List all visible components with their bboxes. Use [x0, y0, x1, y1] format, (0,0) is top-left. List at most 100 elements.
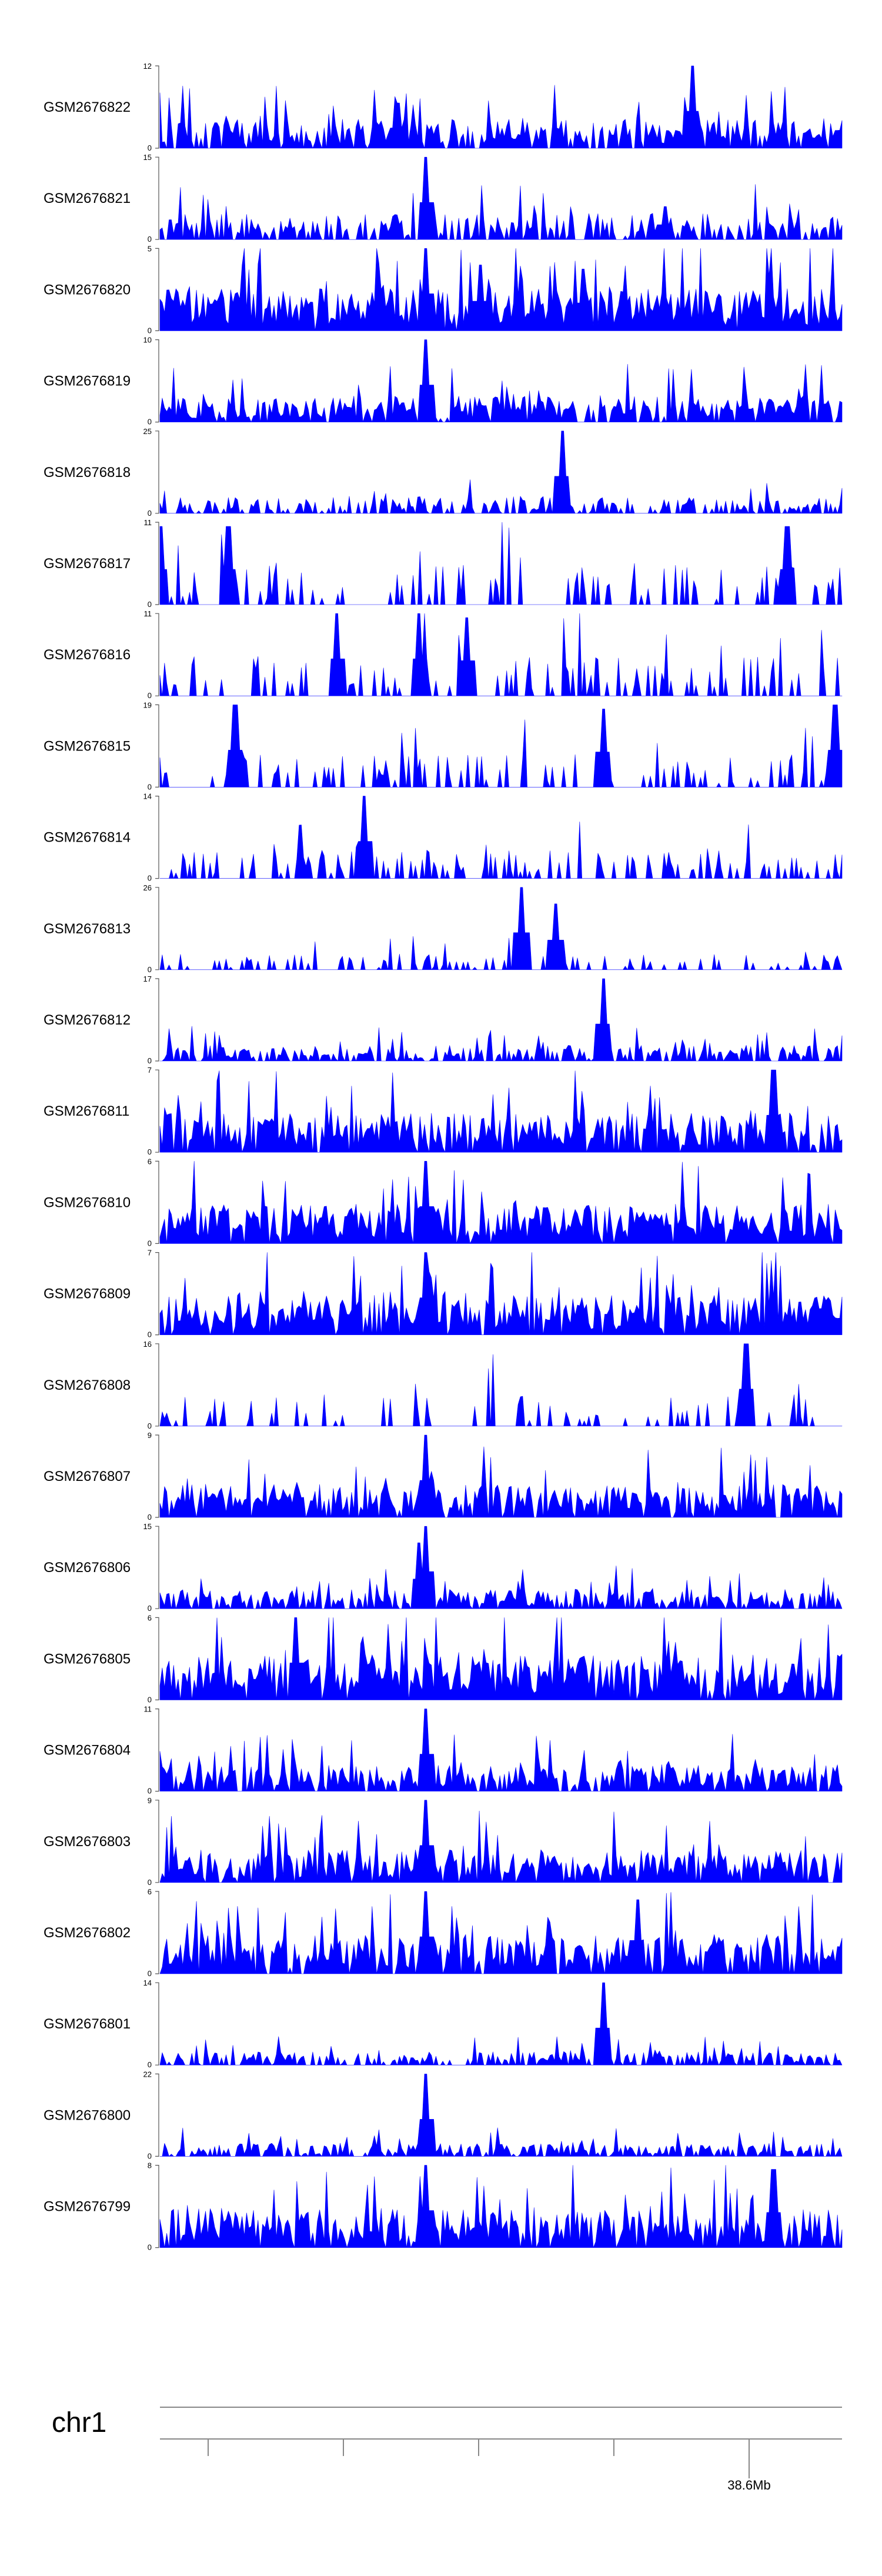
signal-area: [159, 796, 843, 879]
y-axis: [155, 1800, 159, 1883]
signal-area: [159, 522, 843, 605]
track: GSM2676817 11 0: [44, 518, 843, 609]
y-min-label: 0: [148, 1787, 152, 1796]
signal-area: [159, 156, 843, 240]
y-axis: [155, 1526, 159, 1609]
track: GSM2676805 6 0: [44, 1613, 843, 1704]
signal-area: [159, 2165, 843, 2248]
y-min-label: 0: [148, 2243, 152, 2252]
track-label: GSM2676817: [44, 556, 131, 572]
track: GSM2676801 14 0: [44, 1978, 843, 2069]
y-min-label: 0: [148, 1239, 152, 1247]
track-label: GSM2676821: [44, 191, 131, 206]
signal-area: [159, 431, 843, 514]
signal-area: [159, 978, 843, 1062]
track: GSM2676803 9 0: [44, 1796, 843, 1887]
y-axis: [155, 431, 159, 514]
y-axis: [155, 1891, 159, 1974]
y-axis: [155, 1434, 159, 1518]
y-axis: [155, 978, 159, 1062]
y-min-label: 0: [148, 1695, 152, 1704]
y-max-label: 17: [143, 975, 152, 983]
signal-area: [159, 65, 843, 149]
track: GSM2676811 7 0: [44, 1066, 843, 1156]
track-label: GSM2676812: [44, 1012, 131, 1028]
signal-area: [159, 339, 843, 422]
signal-area: [159, 887, 843, 970]
signal-area: [159, 1982, 843, 2066]
chromosome-ruler: chr1 38.6Mb: [52, 2407, 842, 2492]
y-max-label: 7: [148, 1249, 152, 1257]
y-min-label: 0: [148, 965, 152, 974]
track-label: GSM2676805: [44, 1651, 131, 1667]
signal-area: [159, 2074, 843, 2157]
y-max-label: 5: [148, 244, 152, 253]
y-max-label: 6: [148, 1157, 152, 1166]
track-label: GSM2676813: [44, 921, 131, 937]
track: GSM2676804 11 0: [44, 1705, 843, 1796]
track: GSM2676813 26 0: [44, 883, 843, 974]
signal-area: [159, 1252, 843, 1335]
y-min-label: 0: [148, 2151, 152, 2160]
signal-area: [159, 1343, 843, 1427]
y-min-label: 0: [148, 691, 152, 700]
y-max-label: 19: [143, 700, 152, 709]
y-max-label: 14: [143, 1978, 152, 1987]
y-max-label: 8: [148, 2161, 152, 2170]
track-label: GSM2676803: [44, 1834, 131, 1850]
track-label: GSM2676807: [44, 1469, 131, 1484]
track-label: GSM2676816: [44, 647, 131, 663]
y-axis: [155, 1982, 159, 2066]
track: GSM2676818 25 0: [44, 427, 843, 518]
track: GSM2676800 22 0: [44, 2070, 843, 2160]
y-min-label: 0: [148, 874, 152, 883]
y-max-label: 25: [143, 427, 152, 436]
track-label: GSM2676806: [44, 1560, 131, 1576]
track: GSM2676799 8 0: [44, 2161, 843, 2252]
y-min-label: 0: [148, 326, 152, 335]
y-axis: [155, 65, 159, 149]
y-max-label: 9: [148, 1431, 152, 1440]
y-min-label: 0: [148, 1969, 152, 1978]
track-label: GSM2676804: [44, 1743, 131, 1759]
signal-area: [159, 1891, 843, 1974]
y-min-label: 0: [148, 1056, 152, 1065]
track: GSM2676820 5 0: [44, 244, 843, 335]
track-label: GSM2676818: [44, 465, 131, 481]
track-label: GSM2676814: [44, 830, 131, 846]
track: GSM2676810 6 0: [44, 1157, 843, 1247]
y-axis: [155, 248, 159, 331]
track: GSM2676812 17 0: [44, 975, 843, 1065]
signal-area: [159, 613, 843, 696]
track: GSM2676822 12 0: [44, 62, 843, 152]
y-min-label: 0: [148, 1330, 152, 1339]
signal-area: [159, 1161, 843, 1244]
y-axis: [155, 887, 159, 970]
y-max-label: 11: [144, 609, 152, 618]
track-label: GSM2676802: [44, 1925, 131, 1941]
y-axis: [155, 1252, 159, 1336]
y-max-label: 6: [148, 1887, 152, 1896]
y-max-label: 16: [143, 1340, 152, 1349]
y-max-label: 26: [143, 883, 152, 892]
track: GSM2676821 15 0: [44, 153, 843, 243]
y-min-label: 0: [148, 782, 152, 791]
track: GSM2676802 6 0: [44, 1887, 843, 1978]
track: GSM2676814 14 0: [44, 792, 843, 883]
y-axis: [155, 796, 159, 879]
track: GSM2676806 15 0: [44, 1522, 843, 1613]
y-axis: [155, 2165, 159, 2248]
y-max-label: 22: [143, 2070, 152, 2078]
y-max-label: 11: [144, 518, 152, 527]
y-min-label: 0: [148, 1147, 152, 1156]
track-label: GSM2676811: [44, 1103, 129, 1119]
signal-tracks: GSM2676822120GSM2676821150GSM267682050GS…: [44, 62, 843, 2252]
y-max-label: 9: [148, 1796, 152, 1805]
y-axis: [155, 1343, 159, 1427]
y-axis: [155, 339, 159, 423]
y-max-label: 10: [143, 336, 152, 345]
y-max-label: 15: [143, 153, 152, 162]
track-label: GSM2676799: [44, 2199, 131, 2215]
y-min-label: 0: [148, 1513, 152, 1521]
y-axis: [155, 1709, 159, 1792]
